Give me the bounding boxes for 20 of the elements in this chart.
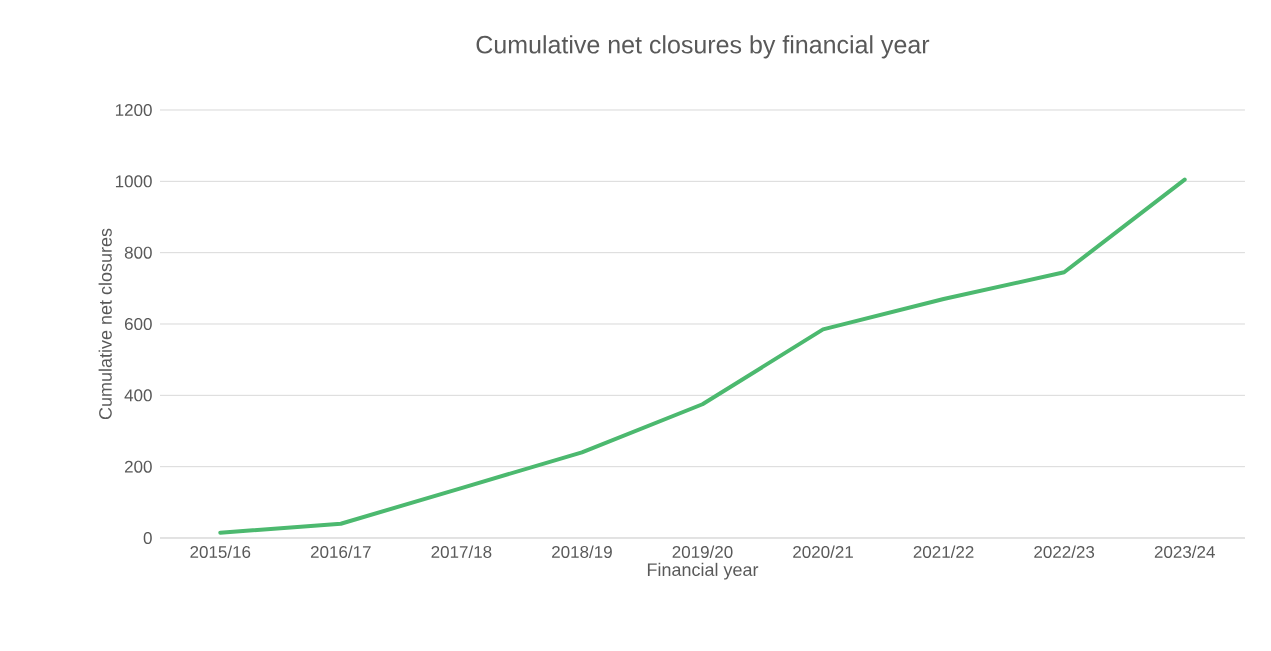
- y-tick-label: 1200: [115, 103, 152, 117]
- x-tick-label: 2021/22: [913, 545, 974, 559]
- x-tick-label: 2018/19: [552, 545, 612, 559]
- x-tick-label: 2017/18: [431, 545, 492, 559]
- y-tick-label: 1000: [115, 175, 152, 188]
- line-series: [218, 177, 1187, 535]
- x-tick-label: 2016/17: [310, 545, 371, 559]
- x-tick-label: 2022/23: [1034, 545, 1095, 559]
- x-axis-title: Financial year: [647, 562, 759, 580]
- y-tick-label: 0: [143, 531, 152, 545]
- y-tick-label: 600: [124, 317, 152, 331]
- x-tick-label: 2015/16: [190, 545, 251, 559]
- y-axis-title: Cumulative net closures: [98, 228, 112, 420]
- chart-title: Cumulative net closures by financial year: [476, 35, 930, 59]
- y-tick-label: 800: [124, 246, 152, 259]
- x-tick-label: 2020/21: [793, 545, 853, 559]
- y-tick-label: 400: [124, 389, 152, 402]
- x-tick-label: 2019/20: [672, 545, 733, 559]
- x-tick-label: 2023/24: [1154, 545, 1215, 559]
- y-tick-label: 200: [124, 460, 152, 473]
